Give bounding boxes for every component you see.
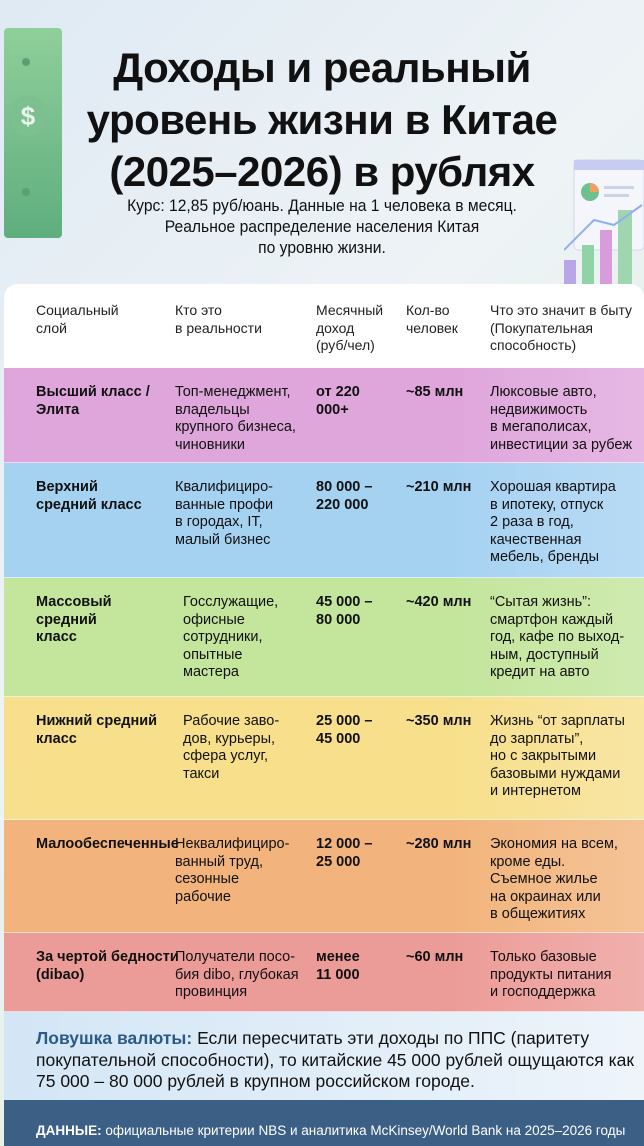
header-income: Месячный доход (руб/чел) (316, 302, 384, 353)
chart-illustration (564, 159, 644, 285)
table-row: Нижний средний класс Рабочие заво- дов, к… (4, 697, 644, 820)
cell-layer: Массовый средний класс (36, 594, 112, 645)
callout-label: Ловушка валюты: (36, 1028, 193, 1048)
title-line: Доходы и реальный (113, 44, 531, 91)
subtitle-line: Курс: 12,85 руб/юань. Данные на 1 челове… (127, 196, 517, 215)
cell-meaning: “Сытая жизнь”: смартфон каждый год, кафе… (490, 594, 625, 680)
cell-income: менее 11 000 (316, 949, 360, 983)
header-meaning: Что это значит в быту (Покупательная спо… (490, 302, 633, 353)
table-row: Верхний средний класс Квалифициро- ванные… (4, 463, 644, 578)
header-count: Кол-во человек (406, 302, 458, 336)
cell-meaning: Люксовые авто, недвижимость в мегаполиса… (490, 384, 633, 453)
subtitle: Курс: 12,85 руб/юань. Данные на 1 челове… (26, 195, 618, 258)
cell-income: от 220 000+ (316, 384, 360, 418)
header-who: Кто это в реальности (175, 302, 262, 336)
cell-who: Рабочие заво- дов, курьеры, сфера услуг,… (183, 713, 280, 782)
cell-count: ~280 млн (406, 836, 472, 852)
cell-who: Получатели посо- бия dibo, глубокая пров… (175, 949, 299, 1000)
cell-layer: Нижний средний класс (36, 713, 158, 747)
cell-layer: Малообеспеченные (36, 836, 179, 852)
page-title: Доходы и реальный уровень жизни в Китае … (0, 42, 644, 198)
subtitle-line: Реальное распределение населения Китая (164, 217, 480, 236)
currency-trap-note: Ловушка валюты: Если пересчитать эти дох… (4, 1012, 644, 1100)
cell-meaning: Экономия на всем, кроме еды. Съемное жил… (490, 836, 618, 922)
table-row: Массовый средний класс Госслужащие, офисн… (4, 578, 644, 697)
cell-count: ~210 млн (406, 479, 472, 495)
table-row: Малообеспеченные Неквалифициро- ванный тр… (4, 820, 644, 933)
callout-text: Если пересчитать эти доходы по ППС (пари… (36, 1028, 635, 1091)
cell-who: Топ-менеджмент, владельцы крупного бизне… (175, 384, 296, 453)
cell-income: 12 000 – 25 000 (316, 836, 373, 870)
cell-income: 45 000 – 80 000 (316, 594, 373, 628)
data-source-footer: ДАННЫЕ: официальные критерии NBS и анали… (4, 1100, 644, 1146)
cell-layer: Высший класс / Элита (36, 384, 150, 418)
table-header: Социальный слой Кто это в реальности Мес… (4, 284, 644, 368)
cell-count: ~350 млн (406, 713, 472, 729)
cell-layer: За чертой бедности (dibao) (36, 949, 179, 983)
cell-who: Госслужащие, офисные сотрудники, опытные… (183, 594, 279, 680)
header-layer: Социальный слой (36, 302, 119, 336)
table-row: За чертой бедности (dibao) Получатели пос… (4, 933, 644, 1012)
cell-layer: Верхний средний класс (36, 479, 142, 513)
cell-count: ~85 млн (406, 384, 464, 400)
cell-meaning: Только базовые продукты питания и господ… (490, 949, 612, 1000)
footer-label: ДАННЫЕ: (36, 1123, 102, 1138)
money-bill-illustration: $ (4, 28, 62, 238)
cell-count: ~420 млн (406, 594, 472, 610)
table-row: Высший класс / Элита Топ-менеджмент, влад… (4, 368, 644, 463)
subtitle-line: по уровню жизни. (258, 238, 386, 257)
cell-meaning: Жизнь “от зарплаты до зарплаты”, но с за… (490, 713, 625, 799)
income-table: Социальный слой Кто это в реальности Мес… (4, 284, 644, 1012)
cell-who: Неквалифициро- ванный труд, сезонные раб… (175, 836, 290, 905)
title-line: (2025–2026) в рублях (109, 148, 535, 195)
footer-text: официальные критерии NBS и аналитика McK… (101, 1123, 626, 1138)
cell-count: ~60 млн (406, 949, 464, 965)
title-line: уровень жизни в Китае (86, 96, 558, 143)
cell-who: Квалифициро- ванные профи в городах, IT,… (175, 479, 274, 548)
dollar-icon: $ (8, 96, 48, 136)
cell-meaning: Хорошая квартира в ипотеку, отпуск 2 раз… (490, 479, 616, 565)
cell-income: 25 000 – 45 000 (316, 713, 373, 747)
cell-income: 80 000 – 220 000 (316, 479, 373, 513)
